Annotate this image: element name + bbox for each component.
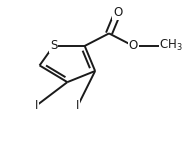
Text: I: I — [34, 99, 38, 112]
Text: I: I — [76, 99, 79, 112]
Text: O: O — [113, 6, 122, 19]
Text: O: O — [129, 39, 138, 52]
Text: CH$_3$: CH$_3$ — [159, 38, 183, 54]
Text: S: S — [50, 39, 57, 52]
